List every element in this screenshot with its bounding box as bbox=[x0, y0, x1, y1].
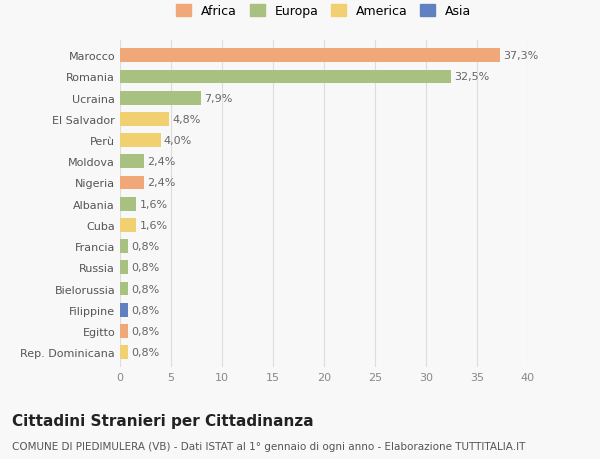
Bar bbox=[120, 134, 161, 148]
Bar bbox=[120, 70, 451, 84]
Text: Cittadini Stranieri per Cittadinanza: Cittadini Stranieri per Cittadinanza bbox=[12, 413, 314, 428]
Bar bbox=[120, 218, 136, 232]
Text: 4,0%: 4,0% bbox=[164, 136, 192, 146]
Bar bbox=[120, 155, 145, 169]
Text: 0,8%: 0,8% bbox=[131, 326, 160, 336]
Bar bbox=[120, 346, 128, 359]
Text: 7,9%: 7,9% bbox=[203, 94, 232, 103]
Bar bbox=[120, 113, 169, 127]
Bar bbox=[120, 240, 128, 253]
Text: 37,3%: 37,3% bbox=[503, 51, 539, 61]
Text: 0,8%: 0,8% bbox=[131, 284, 160, 294]
Text: 4,8%: 4,8% bbox=[172, 115, 200, 124]
Bar bbox=[120, 261, 128, 274]
Text: 2,4%: 2,4% bbox=[148, 157, 176, 167]
Bar bbox=[120, 91, 200, 105]
Text: 2,4%: 2,4% bbox=[148, 178, 176, 188]
Text: 0,8%: 0,8% bbox=[131, 263, 160, 273]
Text: 0,8%: 0,8% bbox=[131, 241, 160, 252]
Bar bbox=[120, 325, 128, 338]
Bar bbox=[120, 282, 128, 296]
Bar bbox=[120, 197, 136, 211]
Text: 0,8%: 0,8% bbox=[131, 347, 160, 358]
Legend: Africa, Europa, America, Asia: Africa, Europa, America, Asia bbox=[176, 5, 472, 18]
Bar bbox=[120, 303, 128, 317]
Text: 32,5%: 32,5% bbox=[455, 73, 490, 82]
Text: COMUNE DI PIEDIMULERA (VB) - Dati ISTAT al 1° gennaio di ogni anno - Elaborazion: COMUNE DI PIEDIMULERA (VB) - Dati ISTAT … bbox=[12, 441, 526, 451]
Text: 0,8%: 0,8% bbox=[131, 305, 160, 315]
Bar bbox=[120, 176, 145, 190]
Text: 1,6%: 1,6% bbox=[139, 220, 167, 230]
Bar bbox=[120, 49, 500, 63]
Text: 1,6%: 1,6% bbox=[139, 199, 167, 209]
